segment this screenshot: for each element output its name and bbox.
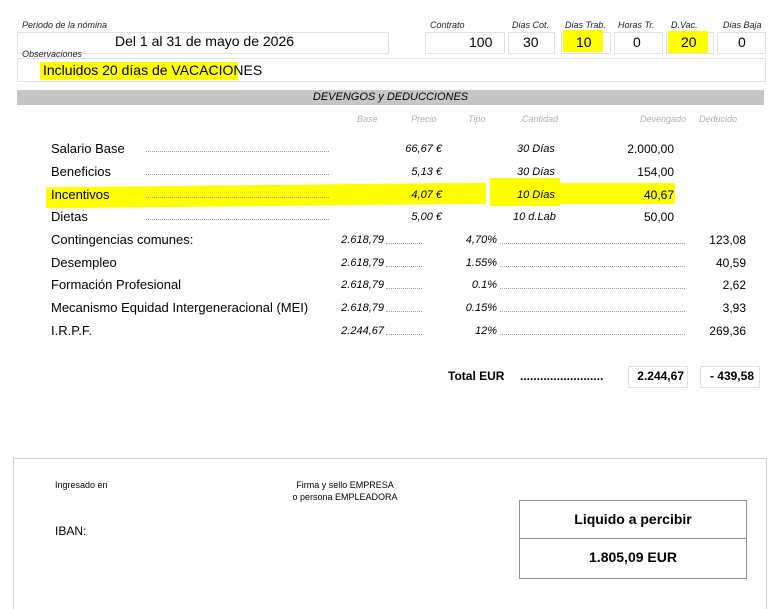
leader-dots	[386, 311, 422, 312]
d-vac-value: 20	[681, 34, 697, 50]
horas-tr-value: 0	[633, 34, 641, 50]
firma-line1: Firma y sello EMPRESA	[296, 480, 394, 490]
highlight-incentivos-devengado	[555, 183, 675, 204]
total-devengado-box	[628, 366, 688, 388]
dias-baja-label: Dias Baja	[723, 20, 762, 30]
highlight-d-vac	[668, 31, 708, 53]
col-devengado: Devengado	[640, 114, 687, 124]
periodo-box	[17, 32, 389, 54]
contrato-label: Contrato	[430, 20, 465, 30]
cantidad: 10 Días	[517, 189, 555, 201]
liquido-divider	[519, 538, 747, 539]
base: 2.618,79	[341, 302, 384, 314]
cantidad: 10 d.Lab	[513, 211, 556, 223]
dias-baja-value: 0	[738, 34, 746, 50]
col-tipo: Tipo	[468, 114, 486, 124]
total-deducido: - 439,58	[709, 369, 754, 383]
horas-tr-box	[614, 32, 663, 54]
total-devengado: 2.244,67	[637, 369, 684, 383]
devengado: 154,00	[637, 165, 674, 179]
tipo: 0.1%	[471, 279, 497, 291]
deducido: 2,62	[722, 278, 746, 292]
base: 2.618,79	[341, 234, 384, 246]
periodo-label: Periodo de la nómina	[22, 20, 108, 30]
precio: 4,07 €	[411, 189, 442, 201]
highlight-dias-trab	[563, 30, 603, 52]
dias-trab-label: Dias Trab.	[565, 20, 606, 30]
leader-dots	[386, 266, 422, 267]
concepto: Incentivos	[51, 187, 110, 202]
leader-dots	[500, 243, 685, 244]
deducido: 3,93	[722, 301, 746, 315]
leader-dots	[500, 266, 685, 267]
leader-dots	[386, 243, 422, 244]
leader-dots	[500, 334, 685, 335]
col-cantidad: Cantidad	[522, 114, 559, 124]
leader-dots	[146, 174, 329, 175]
col-precio: Precio	[411, 114, 437, 124]
section-title: DEVENGOS y DEDUCCIONES	[312, 91, 469, 103]
leader-dots	[386, 288, 422, 289]
concepto: Desempleo	[51, 255, 117, 270]
deducido: 123,08	[709, 233, 746, 247]
devengado: 2.000,00	[627, 142, 674, 156]
concepto: Formación Profesional	[51, 277, 182, 292]
contrato-box	[425, 32, 505, 54]
base: 2.618,79	[341, 257, 384, 269]
firma-line2: o persona EMPLEADORA	[292, 492, 398, 502]
tipo: 12%	[474, 325, 497, 337]
horas-tr-label: Horas Tr.	[618, 20, 655, 30]
precio: 66,67 €	[405, 143, 442, 155]
cantidad: 30 Días	[517, 166, 555, 178]
leader-dots	[500, 311, 685, 312]
col-deducido: Deducido	[699, 114, 738, 124]
leader-dots	[386, 334, 422, 335]
section-header-bar	[17, 90, 764, 105]
dias-cot-box	[508, 32, 555, 54]
dias-cot-value: 30	[523, 34, 539, 50]
precio: 5,00 €	[411, 211, 442, 223]
leader-dots	[146, 197, 329, 198]
concepto: Contingencias comunes:	[51, 232, 194, 247]
tipo: 0.15%	[465, 302, 497, 314]
base: 2.618,79	[341, 279, 384, 291]
highlight-observaciones	[40, 62, 238, 80]
devengado: 40,67	[643, 188, 674, 202]
iban-label: IBAN:	[55, 524, 87, 538]
concepto: Salario Base	[51, 141, 125, 156]
liquido-label: Liquido a percibir	[574, 511, 692, 527]
liquido-value: 1.805,09 EUR	[589, 549, 677, 565]
total-label: Total EUR	[448, 369, 505, 383]
concepto: Mecanismo Equidad Intergeneracional (MEI…	[51, 300, 309, 315]
footer-frame	[13, 458, 767, 609]
periodo-value: Del 1 al 31 de mayo de 2026	[115, 33, 295, 49]
col-base: Base	[357, 114, 378, 124]
liquido-box	[519, 500, 747, 579]
dias-trab-value: 10	[576, 34, 592, 50]
deducido: 269,36	[709, 324, 746, 338]
d-vac-label: D.Vac.	[671, 20, 698, 30]
cantidad: 30 Días	[517, 143, 555, 155]
observaciones-value: Incluidos 20 días de VACACIONES	[43, 62, 263, 78]
devengado: 50,00	[643, 210, 674, 224]
observaciones-label: Observaciones	[22, 49, 83, 59]
precio: 5,13 €	[411, 166, 442, 178]
base: 2.244,67	[341, 325, 384, 337]
dias-cot-label: Dias Cot.	[512, 20, 550, 30]
highlight-incentivos-cantidad	[490, 178, 560, 206]
tipo: 4,70%	[465, 234, 497, 246]
dias-baja-box	[717, 32, 766, 54]
concepto: I.R.P.F.	[51, 323, 92, 338]
concepto: Beneficios	[51, 164, 111, 179]
total-dots: .........................	[520, 369, 604, 383]
ingresado-en-label: Ingresado en	[55, 480, 108, 490]
total-deducido-box	[700, 366, 760, 388]
leader-dots	[146, 151, 329, 152]
tipo: 1.55%	[465, 257, 497, 269]
contrato-value: 100	[469, 34, 493, 50]
concepto: Dietas	[51, 209, 88, 224]
leader-dots	[146, 219, 329, 220]
deducido: 40,59	[715, 256, 746, 270]
leader-dots	[500, 288, 685, 289]
